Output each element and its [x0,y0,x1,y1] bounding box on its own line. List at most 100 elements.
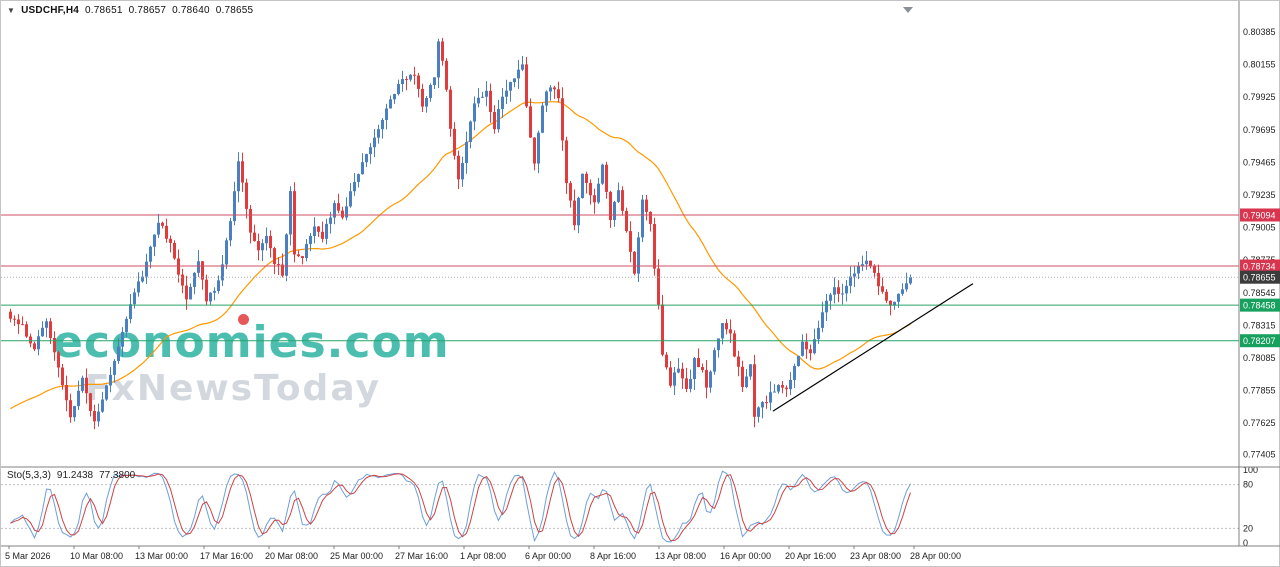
price-axis-tick: 0.78315 [1243,320,1276,330]
candle-body [521,64,524,70]
candle-body [213,290,216,293]
price-axis-tick: 0.78085 [1243,353,1276,363]
price-tag-resistance [1240,259,1280,273]
candle-body [93,410,96,422]
candle-body [53,337,56,353]
candle-body [465,141,468,164]
candle-body [545,91,548,106]
candle-body [13,318,16,320]
candle-body [317,226,320,232]
ohlc-open: 0.78651 [85,5,123,16]
candle-body [277,264,280,266]
time-axis-label: 10 Mar 08:00 [70,551,123,561]
candle-body [705,370,708,388]
candle-body [737,356,740,367]
candle-body [85,377,88,394]
moving-average-line [10,101,911,410]
candle-body [357,174,360,182]
candle-body [597,183,600,203]
candle-body [97,411,100,422]
candle-body [505,90,508,97]
candle-body [861,264,864,266]
time-axis-label: 8 Apr 16:00 [590,551,636,561]
candle-body [389,99,392,109]
price-axis-tick: 0.79465 [1243,157,1276,167]
price-axis-tick: 0.77625 [1243,418,1276,428]
candle-body [909,277,912,284]
time-axis-label: 23 Apr 08:00 [850,551,901,561]
candle-body [485,90,488,97]
ascending-trendline[interactable] [772,283,974,412]
candle-body [413,74,416,76]
candle-body [669,367,672,386]
candle-body [337,203,340,211]
candle-body [621,190,624,211]
candle-body [825,300,828,313]
candle-body [533,137,536,164]
candle-body [293,191,296,255]
candle-body [877,272,880,287]
candle-body [437,41,440,78]
candle-body [185,285,188,300]
stochastic-axis-tick: 20 [1243,523,1253,533]
candle-body [441,41,444,61]
candle-body [289,191,292,235]
candle-body [777,385,780,392]
candle-body [345,206,348,218]
candle-body [905,283,908,290]
candle-body [457,155,460,180]
candle-body [229,221,232,241]
stochastic-axis-tick: 80 [1243,480,1253,490]
candle-body [885,291,888,301]
candle-body [689,378,692,389]
candle-body [629,231,632,252]
candle-body [433,77,436,86]
candle-body [897,293,900,302]
candle-body [33,343,36,350]
candle-body [149,246,152,262]
candle-body [841,293,844,295]
candle-body [297,254,300,257]
candle-body [173,242,176,259]
price-tag-label: 0.78458 [1243,301,1276,311]
candle-body [301,256,304,259]
symbol-period-label: USDCHF,H4 [21,5,80,16]
candle-body [561,98,564,141]
candle-body [25,324,28,337]
price-axis-tick: 0.78545 [1243,288,1276,298]
candle-body [369,147,372,155]
candle-body [497,108,500,130]
candle-body [449,89,452,129]
time-axis-label: 5 Mar 2026 [5,551,51,561]
stochastic-signal-line [10,473,911,542]
time-axis-label: 16 Apr 00:00 [720,551,771,561]
candle-body [893,301,896,306]
chart-shift-marker-icon[interactable] [903,7,913,13]
price-axis-tick: 0.79005 [1243,223,1276,233]
candle-body [81,377,84,391]
candle-body [581,173,584,199]
candle-body [605,164,608,192]
candle-body [417,75,420,89]
candle-body [549,87,552,92]
candle-body [401,79,404,85]
candle-body [493,111,496,130]
candle-body [481,96,484,98]
candle-body [657,268,660,305]
candle-body [113,360,116,375]
price-tag-support [1240,298,1280,312]
candle-body [617,190,620,202]
candle-body [625,210,628,232]
price-axis-tick: 0.77405 [1243,449,1276,459]
candle-body [865,260,868,265]
price-axis-tick: 0.77855 [1243,386,1276,396]
candle-body [65,385,68,401]
chart-header: ▼ USDCHF,H4 0.78651 0.78657 0.78640 0.78… [7,5,253,16]
candle-body [241,161,244,183]
candle-body [329,217,332,224]
symbol-dropdown-icon[interactable]: ▼ [7,5,16,15]
candle-body [61,367,64,386]
price-tag-resistance [1240,208,1280,222]
price-tag-label: 0.78734 [1243,262,1276,272]
